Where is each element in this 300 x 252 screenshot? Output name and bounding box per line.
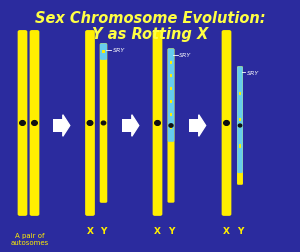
Circle shape	[224, 121, 229, 126]
Bar	[170, 62, 172, 65]
Polygon shape	[63, 115, 70, 137]
Text: Y: Y	[168, 226, 174, 235]
Text: SRY: SRY	[112, 48, 125, 53]
FancyBboxPatch shape	[237, 67, 243, 185]
Polygon shape	[199, 115, 206, 137]
Bar	[239, 145, 241, 148]
Bar	[239, 92, 241, 96]
FancyBboxPatch shape	[100, 44, 107, 61]
Circle shape	[155, 121, 160, 126]
Circle shape	[169, 124, 173, 128]
Bar	[239, 118, 241, 122]
FancyBboxPatch shape	[167, 49, 175, 203]
Bar	[170, 75, 172, 78]
Text: SRY: SRY	[179, 53, 191, 58]
Text: X: X	[223, 226, 230, 235]
Text: Sex Chromosome Evolution:: Sex Chromosome Evolution:	[35, 11, 265, 26]
FancyBboxPatch shape	[18, 31, 27, 216]
Text: A pair of
autosomes: A pair of autosomes	[11, 232, 49, 245]
Bar	[170, 101, 172, 104]
Bar	[102, 51, 105, 54]
Bar	[170, 88, 172, 91]
Bar	[53, 120, 63, 132]
Bar	[170, 114, 172, 117]
Circle shape	[238, 124, 242, 128]
Text: X: X	[154, 226, 161, 235]
Circle shape	[87, 121, 93, 126]
Text: Y: Y	[100, 226, 107, 235]
FancyBboxPatch shape	[237, 67, 243, 173]
FancyBboxPatch shape	[222, 31, 231, 216]
Circle shape	[20, 121, 25, 126]
FancyBboxPatch shape	[85, 31, 95, 216]
FancyBboxPatch shape	[153, 31, 162, 216]
Text: X: X	[86, 226, 94, 235]
Text: Y: Y	[237, 226, 243, 235]
Bar	[170, 127, 172, 130]
Bar	[189, 120, 199, 132]
Circle shape	[32, 121, 37, 126]
FancyBboxPatch shape	[100, 44, 107, 203]
FancyBboxPatch shape	[30, 31, 39, 216]
Text: SRY: SRY	[247, 71, 259, 76]
Polygon shape	[132, 115, 139, 137]
Circle shape	[101, 122, 106, 125]
FancyBboxPatch shape	[168, 49, 174, 142]
Text: Y as Rotting X: Y as Rotting X	[92, 26, 208, 41]
Bar	[122, 120, 132, 132]
